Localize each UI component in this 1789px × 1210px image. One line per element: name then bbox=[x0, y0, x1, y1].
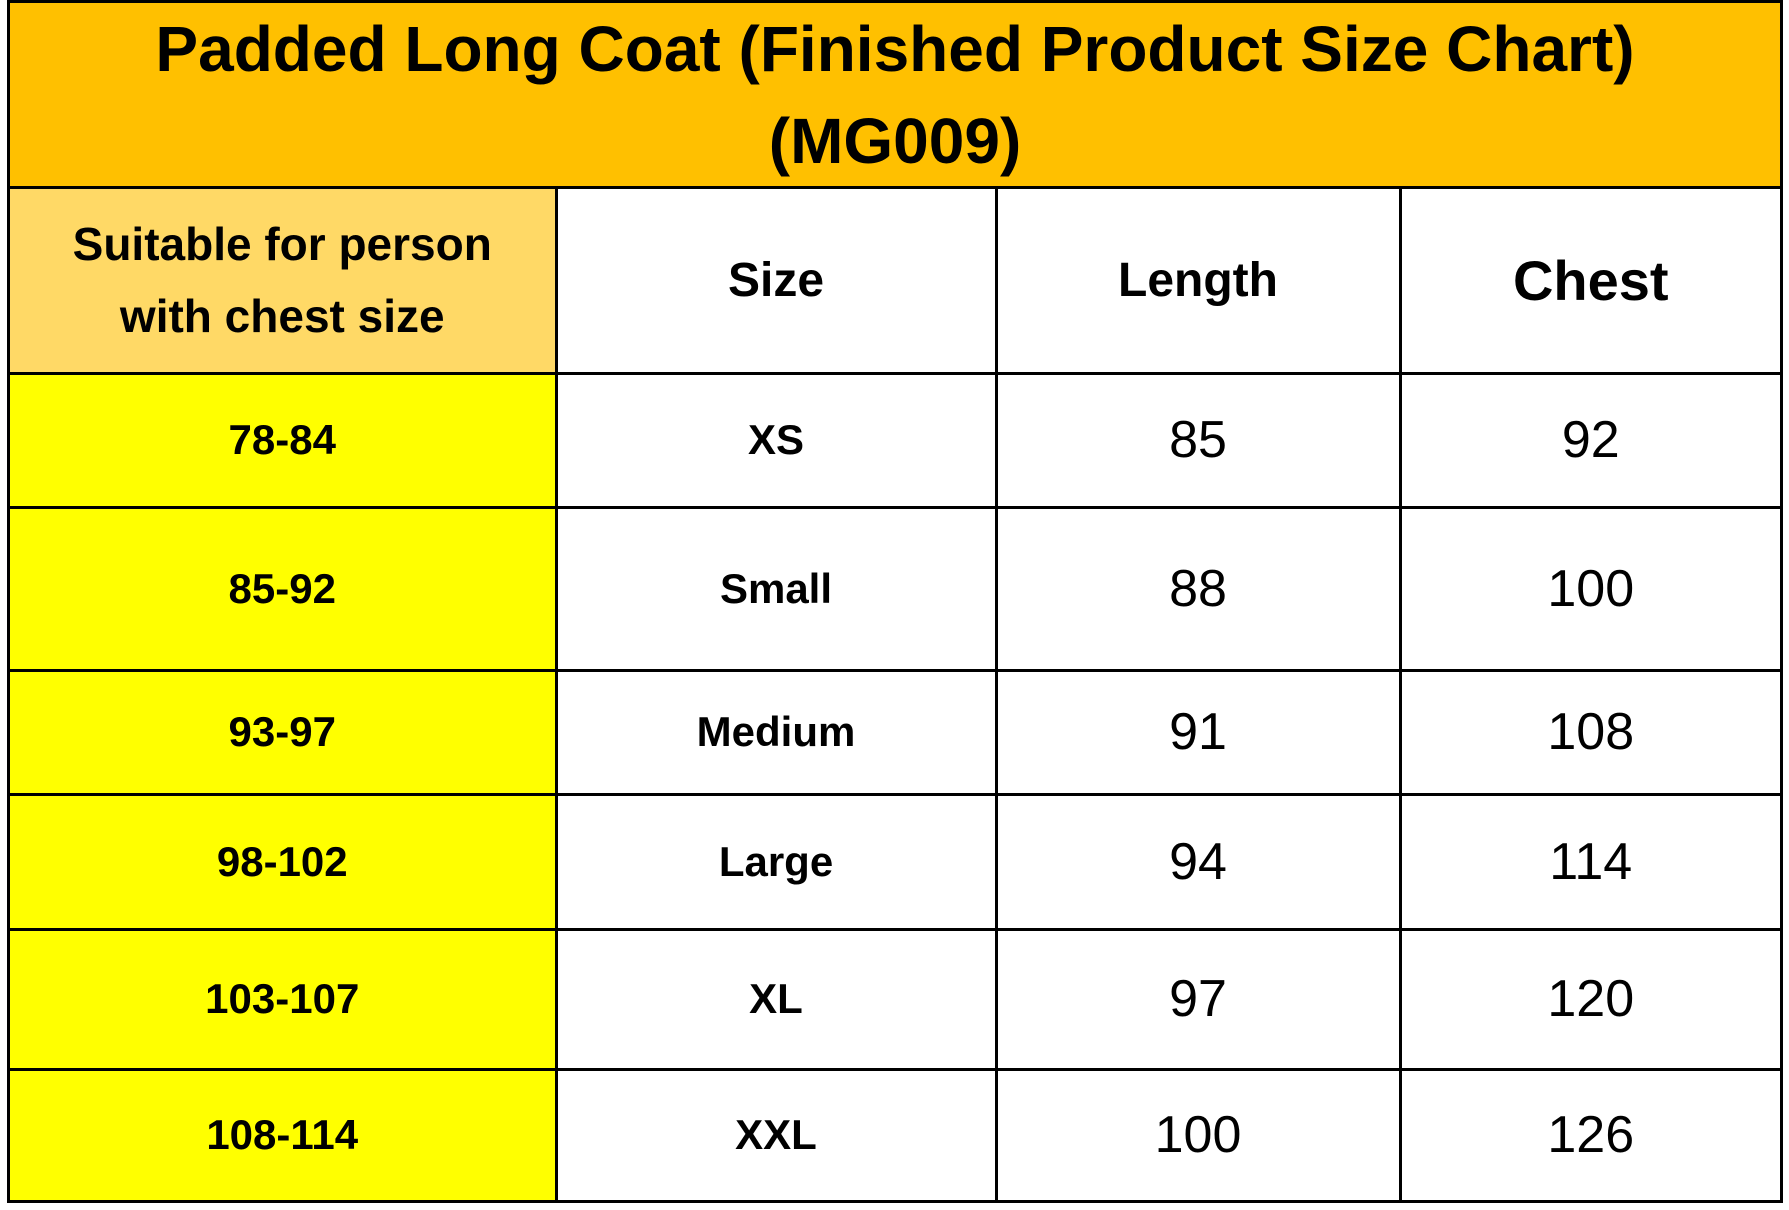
size-cell: XS bbox=[554, 371, 998, 509]
header-size: Size bbox=[554, 189, 998, 375]
size-table: Suitable for person with chest size Size… bbox=[10, 189, 1780, 1200]
size-cell: Small bbox=[554, 505, 998, 672]
table-row: 85-92 Small 88 100 bbox=[10, 505, 1780, 672]
product-code: (MG009) bbox=[768, 104, 1022, 177]
length-cell: 88 bbox=[994, 505, 1402, 672]
size-cell: XL bbox=[554, 927, 998, 1071]
table-row: 78-84 XS 85 92 bbox=[10, 371, 1780, 509]
length-cell: 100 bbox=[994, 1067, 1402, 1200]
chest-cell: 108 bbox=[1398, 668, 1780, 796]
length-cell: 85 bbox=[994, 371, 1402, 509]
chest-range-cell: 103-107 bbox=[10, 927, 558, 1071]
chest-cell: 114 bbox=[1398, 792, 1780, 931]
size-cell: XXL bbox=[554, 1067, 998, 1200]
chest-range-cell: 78-84 bbox=[10, 371, 558, 509]
size-cell: Large bbox=[554, 792, 998, 931]
size-chart-sheet: Padded Long Coat (Finished Product Size … bbox=[7, 0, 1783, 1203]
length-cell: 97 bbox=[994, 927, 1402, 1071]
table-row: 103-107 XL 97 120 bbox=[10, 927, 1780, 1071]
size-cell: Medium bbox=[554, 668, 998, 796]
length-cell: 91 bbox=[994, 668, 1402, 796]
header-chest: Chest bbox=[1398, 189, 1780, 375]
header-row: Suitable for person with chest size Size… bbox=[10, 189, 1780, 375]
chart-title: Padded Long Coat (Finished Product Size … bbox=[155, 12, 1635, 85]
chest-cell: 100 bbox=[1398, 505, 1780, 672]
chest-cell: 120 bbox=[1398, 927, 1780, 1071]
chest-range-cell: 85-92 bbox=[10, 505, 558, 672]
length-cell: 94 bbox=[994, 792, 1402, 931]
chest-range-cell: 93-97 bbox=[10, 668, 558, 796]
table-row: 93-97 Medium 91 108 bbox=[10, 668, 1780, 796]
header-suitable-line1: Suitable for person bbox=[72, 218, 492, 271]
header-length: Length bbox=[994, 189, 1402, 375]
chest-cell: 92 bbox=[1398, 371, 1780, 509]
table-row: 98-102 Large 94 114 bbox=[10, 792, 1780, 931]
header-suitable-chest: Suitable for person with chest size bbox=[10, 189, 558, 375]
header-suitable-line2: with chest size bbox=[119, 290, 445, 343]
chest-range-cell: 108-114 bbox=[10, 1067, 558, 1200]
chest-range-cell: 98-102 bbox=[10, 792, 558, 931]
table-row: 108-114 XXL 100 126 bbox=[10, 1067, 1780, 1200]
chest-cell: 126 bbox=[1398, 1067, 1780, 1200]
title-band: Padded Long Coat (Finished Product Size … bbox=[10, 3, 1780, 189]
